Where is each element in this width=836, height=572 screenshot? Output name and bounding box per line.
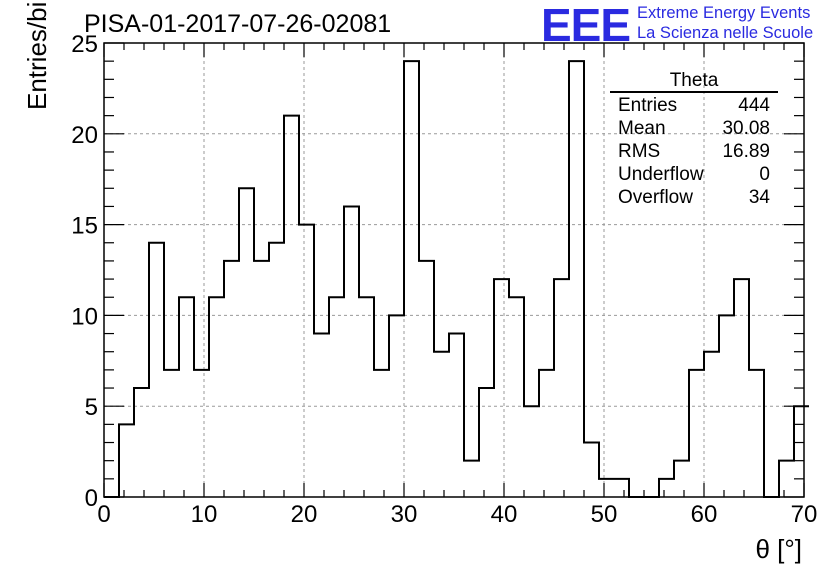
histogram-bin	[419, 261, 434, 497]
histogram-bin	[734, 279, 749, 497]
stats-row: Mean 30.08	[610, 117, 778, 140]
y-tick-label: 25	[71, 31, 98, 58]
x-tick-label: 40	[491, 501, 518, 528]
histogram-bin	[524, 406, 539, 497]
histogram-bin	[359, 297, 374, 497]
logo-line-2: La Scienza nelle Scuole	[637, 24, 814, 42]
x-tick-label: 20	[291, 501, 318, 528]
y-tick-label: 10	[71, 303, 98, 330]
histogram-bin	[449, 334, 464, 497]
logo-line-1: Extreme Energy Events	[637, 4, 811, 22]
histogram-bin	[494, 279, 509, 497]
y-tick-label: 20	[71, 122, 98, 149]
histogram-bin	[329, 297, 344, 497]
histogram-bin	[254, 261, 269, 497]
histogram-bin	[554, 279, 569, 497]
y-axis-label: Entries/bin	[22, 0, 52, 110]
stats-value: 30.08	[722, 118, 770, 139]
stats-value: 0	[759, 164, 770, 185]
stats-title: Theta	[610, 70, 778, 93]
histogram-bin	[119, 424, 134, 497]
x-axis-label: θ [°]	[755, 534, 802, 564]
histogram-bin	[374, 370, 389, 497]
stats-row: Overflow 34	[610, 186, 778, 209]
histogram-bin	[434, 352, 449, 497]
histogram-bin	[404, 61, 419, 497]
x-tick-label: 60	[691, 501, 718, 528]
x-tick-label: 30	[391, 501, 418, 528]
y-tick-label: 5	[85, 394, 98, 421]
histogram-bin	[794, 406, 809, 497]
histogram-bin	[674, 461, 689, 497]
histogram-bin	[209, 297, 224, 497]
eee-logo: EEE	[541, 0, 631, 51]
histogram-bin	[584, 443, 599, 497]
stats-label: Mean	[618, 118, 666, 139]
histogram-bin	[614, 479, 629, 497]
histogram-bin	[539, 370, 554, 497]
histogram-bin	[479, 388, 494, 497]
y-tick-label: 15	[71, 213, 98, 240]
tick-labels: 0 10 20 30 40 50 60 70 0 5 10 15 20 25	[71, 31, 817, 528]
plot-frame	[103, 42, 805, 498]
histogram-bin	[224, 261, 239, 497]
stats-label: RMS	[618, 141, 661, 162]
histogram-bin	[134, 388, 149, 497]
stats-value: 444	[738, 95, 770, 116]
stats-value: 16.89	[722, 141, 770, 162]
ticks	[103, 42, 805, 498]
grid-lines	[104, 43, 804, 497]
stats-row: Underflow 0	[610, 163, 778, 186]
histogram-bin	[179, 297, 194, 497]
histogram-bin	[299, 225, 314, 497]
histogram-bin	[389, 315, 404, 497]
histogram-series	[104, 60, 809, 498]
x-tick-label: 10	[191, 501, 218, 528]
histogram-bin	[749, 370, 764, 497]
histogram-bin	[704, 352, 719, 497]
stats-row: Entries 444	[610, 94, 778, 117]
plot-title: PISA-01-2017-07-26-02081	[84, 10, 392, 38]
histogram-bin	[779, 461, 794, 497]
histogram-bin	[164, 370, 179, 497]
histogram-bin	[149, 243, 164, 497]
stats-box: Theta Entries 444 Mean 30.08 RMS 16.89 Unde…	[610, 70, 778, 209]
histogram-line	[104, 60, 809, 498]
axes	[103, 42, 805, 498]
stats-row: RMS 16.89	[610, 140, 778, 163]
stats-label: Entries	[618, 95, 678, 116]
x-tick-label: 50	[591, 501, 618, 528]
histogram-bin	[599, 479, 614, 497]
histogram-bin	[314, 334, 329, 497]
histogram-bin	[344, 206, 359, 497]
x-tick-label: 70	[791, 501, 818, 528]
histogram-bin	[719, 315, 734, 497]
histogram-bin	[194, 370, 209, 497]
stats-label: Overflow	[618, 187, 693, 208]
histogram-bin	[269, 243, 284, 497]
histogram-bin	[239, 188, 254, 497]
y-tick-label: 0	[85, 485, 98, 512]
histogram-bin	[509, 297, 524, 497]
stats-value: 34	[748, 187, 770, 208]
histogram-bin	[689, 370, 704, 497]
histogram-bin	[284, 116, 299, 497]
stats-label: Underflow	[618, 164, 704, 185]
histogram-bin	[464, 461, 479, 497]
histogram-bin	[569, 61, 584, 497]
x-tick-label: 0	[97, 501, 110, 528]
histogram-bin	[659, 479, 674, 497]
